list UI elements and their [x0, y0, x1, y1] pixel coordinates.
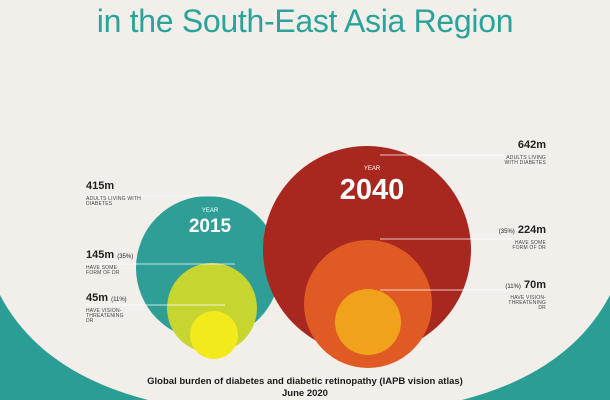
source-caption-line2: June 2020	[282, 388, 328, 399]
caption-2040-some-dr: HAVE SOME FORM OF DR	[512, 239, 546, 251]
value-2015-vtdr: 45m (11%)	[86, 292, 156, 305]
value-2040-some-dr-pct: (35%)	[498, 229, 515, 235]
value-2040-vtdr-number: 70m	[523, 279, 546, 291]
value-2015-some-dr-number: 145m	[86, 249, 115, 261]
circle-2040-vtdr	[335, 289, 401, 355]
year-value-2015: 2015	[189, 216, 232, 237]
circle-2015-vtdr	[190, 311, 238, 359]
page-title: in the South-East Asia Region	[96, 3, 514, 39]
year-label-2015: YEAR	[202, 208, 219, 214]
teal-band-right	[462, 295, 610, 400]
value-2040-vtdr-pct: (11%)	[505, 284, 521, 290]
label-2015-some-dr: 145m (35%) HAVE SOME FORM OF DR	[86, 249, 156, 276]
value-2015-vtdr-number: 45m	[86, 292, 109, 304]
label-2015-vtdr: 45m (11%) HAVE VISION-THREATENING DR	[86, 292, 156, 325]
label-2015-adults: 415m ADULTS LIVING WITH DIABETES	[86, 180, 156, 207]
value-2015-vtdr-pct: (11%)	[111, 297, 127, 303]
teal-band-left	[0, 295, 148, 400]
label-2040-some-dr: (35%) 224m HAVE SOME FORM OF DR	[466, 224, 546, 251]
year-value-2040: 2040	[340, 174, 405, 206]
value-2040-vtdr: (11%) 70m	[466, 279, 546, 292]
caption-2015-some-dr: HAVE SOME FORM OF DR	[86, 264, 120, 276]
source-caption-line1: Global burden of diabetes and diabetic r…	[147, 376, 463, 387]
value-2015-some-dr: 145m (35%)	[86, 249, 156, 262]
value-2015-adults: 415m	[86, 180, 115, 192]
value-2040-some-dr-number: 224m	[517, 224, 546, 236]
value-2040-adults: 642m	[517, 139, 546, 151]
caption-2040-vtdr: HAVE VISION-THREATENING DR	[508, 294, 546, 312]
caption-2040-adults: ADULTS LIVING WITH DIABETES	[504, 154, 546, 166]
caption-2015-vtdr: HAVE VISION-THREATENING DR	[86, 307, 124, 325]
year-label-2040: YEAR	[364, 166, 381, 172]
source-caption: Global burden of diabetes and diabetic r…	[0, 376, 610, 400]
label-2040-adults: 642m ADULTS LIVING WITH DIABETES	[466, 139, 547, 166]
value-2015-some-dr-pct: (35%)	[117, 254, 134, 260]
label-2040-vtdr: (11%) 70m HAVE VISION-THREATENING DR	[466, 279, 546, 312]
value-2040-some-dr: (35%) 224m	[466, 224, 546, 237]
caption-2015-adults: ADULTS LIVING WITH DIABETES	[86, 195, 141, 207]
